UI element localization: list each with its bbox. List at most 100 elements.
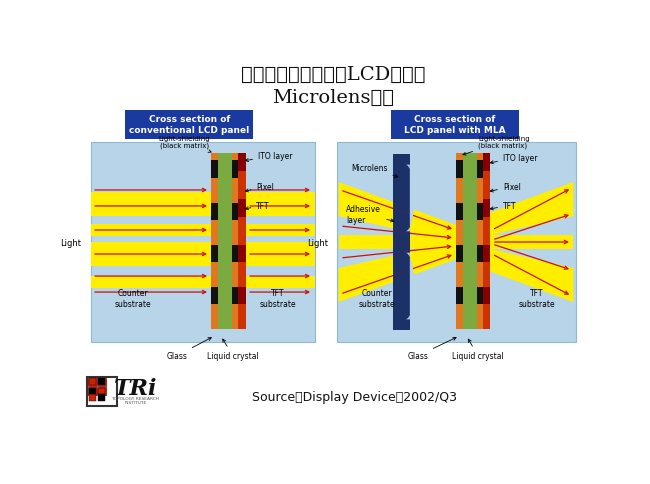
Bar [211, 287, 218, 305]
Bar [89, 378, 96, 385]
Bar [211, 245, 218, 263]
Text: Cross section of
conventional LCD panel: Cross section of conventional LCD panel [129, 115, 250, 135]
Text: Pixel: Pixel [490, 182, 521, 193]
Bar [483, 245, 491, 263]
Text: Liquid crystal: Liquid crystal [207, 339, 259, 361]
Bar [476, 287, 483, 305]
Polygon shape [339, 182, 573, 243]
Text: TOPOLOGY RESEARCH
INSTITUTE: TOPOLOGY RESEARCH INSTITUTE [112, 396, 159, 404]
Bar [211, 203, 218, 221]
Polygon shape [406, 253, 414, 319]
Text: Light: Light [60, 238, 81, 247]
Bar [456, 154, 463, 329]
Text: TRi: TRi [114, 377, 157, 399]
Bar [238, 245, 246, 263]
Bar [90, 225, 315, 237]
Bar [231, 154, 238, 329]
Bar [456, 161, 463, 179]
Polygon shape [406, 166, 414, 232]
Bar [463, 154, 476, 329]
Text: Cross section of
LCD panel with MLA: Cross section of LCD panel with MLA [404, 115, 506, 135]
Bar [211, 154, 218, 329]
Bar [211, 287, 218, 305]
Bar [231, 161, 238, 179]
Bar [238, 200, 246, 217]
Bar [89, 394, 96, 401]
Bar [231, 287, 238, 305]
Text: TFT: TFT [245, 201, 270, 210]
Polygon shape [339, 236, 573, 249]
Text: Adhesive
layer: Adhesive layer [346, 205, 394, 224]
Text: Glass: Glass [407, 338, 456, 361]
Polygon shape [339, 242, 573, 302]
Bar [238, 154, 246, 329]
Text: Microlens: Microlens [351, 164, 398, 178]
Bar [98, 378, 106, 386]
Bar [238, 245, 246, 263]
Text: ITO layer: ITO layer [245, 152, 292, 162]
Bar [218, 154, 231, 329]
Bar [476, 161, 483, 179]
Text: Source：Display Device，2002/Q3: Source：Display Device，2002/Q3 [252, 390, 457, 403]
Bar [125, 110, 254, 139]
Bar [231, 245, 238, 263]
Bar [90, 143, 315, 342]
Bar [476, 203, 483, 221]
Bar [89, 388, 96, 394]
Bar [337, 143, 576, 342]
Bar [211, 245, 218, 263]
Bar [483, 200, 491, 217]
Bar [238, 154, 246, 172]
Polygon shape [406, 253, 414, 319]
Text: TFT
substrate: TFT substrate [260, 289, 296, 308]
Bar [393, 154, 410, 331]
Polygon shape [406, 166, 414, 232]
Bar [231, 245, 238, 263]
Text: Microlens技術: Microlens技術 [272, 89, 394, 107]
Text: Counter
substrate: Counter substrate [359, 289, 396, 308]
Bar [393, 154, 410, 331]
Text: Light-shielding
(black matrix): Light-shielding (black matrix) [463, 136, 530, 156]
Bar [98, 378, 105, 385]
Bar [238, 287, 246, 305]
Bar [476, 154, 483, 329]
Bar [211, 161, 218, 179]
Text: Counter
substrate: Counter substrate [115, 289, 151, 308]
Bar [88, 378, 97, 386]
Text: ITO layer: ITO layer [490, 153, 538, 165]
Bar [211, 154, 218, 329]
Text: Pixel: Pixel [245, 182, 274, 193]
Bar [231, 203, 238, 221]
Text: Light-shielding
(black matrix): Light-shielding (black matrix) [159, 136, 211, 153]
Text: TFT: TFT [490, 201, 516, 211]
Bar [88, 387, 97, 395]
Bar [476, 245, 483, 263]
Bar [456, 287, 463, 305]
Bar [231, 203, 238, 221]
Bar [231, 287, 238, 305]
Bar [218, 154, 231, 329]
Bar [238, 154, 246, 329]
Bar [211, 161, 218, 179]
Text: 投影顯示器用穿透式LCD面板之: 投影顯示器用穿透式LCD面板之 [241, 66, 425, 84]
Bar [483, 154, 491, 329]
Bar [483, 287, 491, 305]
Text: TFT
substrate: TFT substrate [519, 289, 555, 308]
Bar [90, 242, 315, 267]
Bar [88, 377, 117, 406]
Bar [98, 388, 105, 394]
Bar [231, 161, 238, 179]
Bar [231, 154, 238, 329]
Bar [98, 394, 105, 401]
Bar [456, 245, 463, 263]
Bar [90, 276, 315, 288]
Text: Liquid crystal: Liquid crystal [452, 339, 504, 361]
Bar [90, 193, 315, 216]
Bar [98, 387, 106, 395]
Bar [391, 110, 519, 139]
Bar [483, 154, 491, 172]
Bar [211, 203, 218, 221]
Text: Light: Light [307, 238, 328, 247]
Bar [238, 200, 246, 217]
Bar [456, 203, 463, 221]
